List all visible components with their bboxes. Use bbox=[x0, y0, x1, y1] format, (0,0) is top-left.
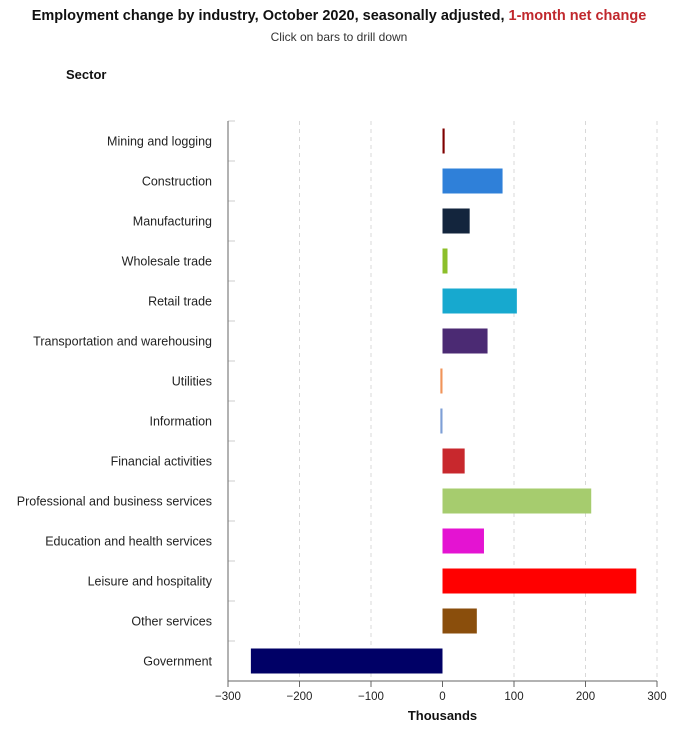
bar[interactable] bbox=[442, 448, 465, 474]
category-label: Transportation and warehousing bbox=[33, 335, 212, 349]
bar[interactable] bbox=[442, 528, 484, 554]
x-axis-title: Thousands bbox=[408, 708, 477, 723]
category-label: Retail trade bbox=[148, 295, 212, 309]
chart-title-highlight: 1-month net change bbox=[508, 8, 647, 24]
x-tick-label: −100 bbox=[358, 691, 384, 703]
chart-subtitle: Click on bars to drill down bbox=[270, 30, 408, 44]
bar[interactable] bbox=[442, 488, 592, 514]
category-label: Manufacturing bbox=[133, 215, 212, 229]
chart-title: Employment change by industry, October 2… bbox=[0, 8, 678, 24]
x-tick-label: 0 bbox=[439, 691, 445, 703]
category-label: Financial activities bbox=[111, 455, 212, 469]
x-tick-label: −200 bbox=[287, 691, 313, 703]
bar[interactable] bbox=[250, 648, 443, 674]
bar[interactable] bbox=[442, 208, 470, 234]
category-label: Government bbox=[143, 655, 212, 669]
category-label: Information bbox=[149, 415, 212, 429]
chart-title-main: Employment change by industry, October 2… bbox=[31, 8, 509, 24]
category-label: Education and health services bbox=[45, 535, 212, 549]
bar[interactable] bbox=[440, 368, 443, 394]
bar[interactable] bbox=[442, 168, 503, 194]
bar[interactable] bbox=[442, 328, 488, 354]
bar[interactable] bbox=[442, 128, 445, 154]
x-tick-label: 100 bbox=[504, 691, 523, 703]
bar[interactable] bbox=[442, 568, 637, 594]
category-label: Construction bbox=[142, 175, 212, 189]
x-tick-label: −300 bbox=[215, 691, 241, 703]
category-label: Professional and business services bbox=[17, 495, 212, 509]
category-label: Mining and logging bbox=[107, 135, 212, 149]
x-tick-label: 300 bbox=[647, 691, 666, 703]
bar[interactable] bbox=[442, 288, 517, 314]
category-axis-title: Sector bbox=[66, 67, 107, 82]
bar[interactable] bbox=[440, 408, 443, 434]
category-label: Wholesale trade bbox=[122, 255, 212, 269]
category-label: Utilities bbox=[172, 375, 212, 389]
bar[interactable] bbox=[442, 608, 477, 634]
category-label: Leisure and hospitality bbox=[88, 575, 213, 589]
bar[interactable] bbox=[442, 248, 448, 274]
x-tick-label: 200 bbox=[576, 691, 595, 703]
category-label: Other services bbox=[131, 615, 212, 629]
